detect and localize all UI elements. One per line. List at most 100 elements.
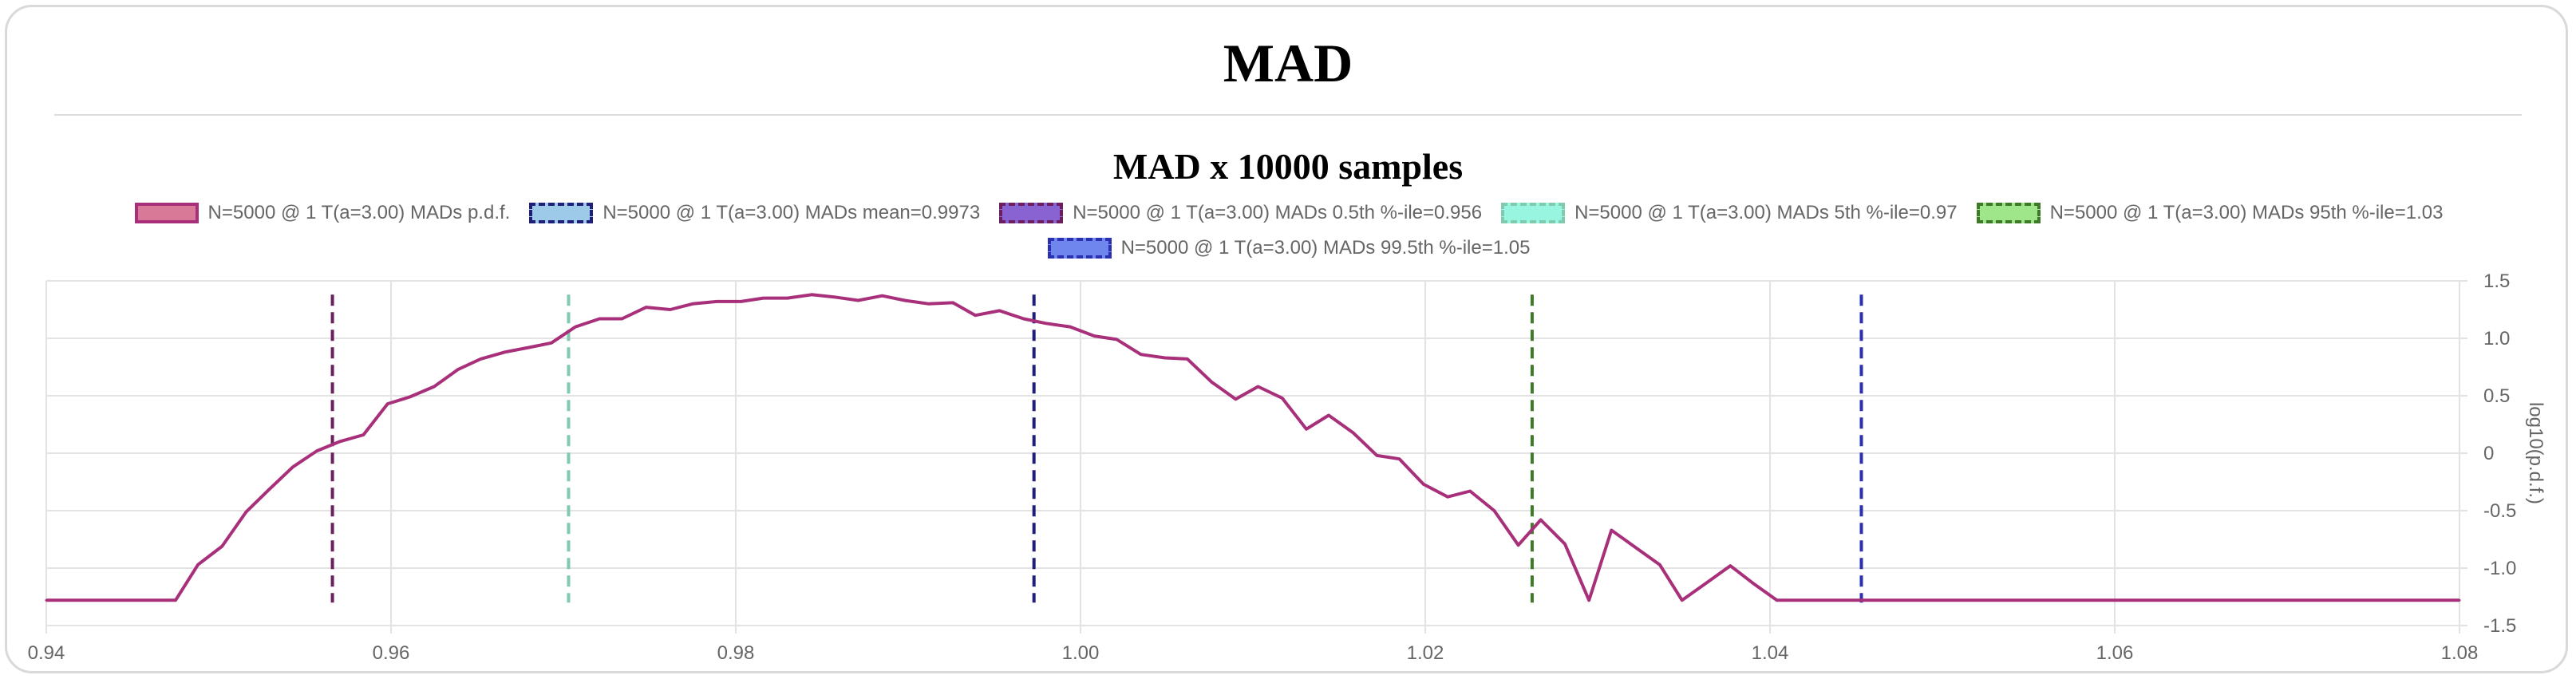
pdf-data-point [1658, 563, 1661, 567]
pdf-data-point [1987, 598, 1990, 602]
pdf-data-point [174, 598, 177, 602]
pdf-data-point [2058, 598, 2061, 602]
pdf-data-point [739, 300, 742, 303]
legend-item[interactable]: N=5000 @ 1 T(a=3.00) MADs mean=0.9973 [529, 201, 980, 225]
legend-item[interactable]: N=5000 @ 1 T(a=3.00) MADs p.d.f. [134, 201, 510, 225]
pdf-data-point [1634, 546, 1638, 549]
x-tick-label: 1.02 [1407, 642, 1444, 664]
pdf-data-point [1281, 397, 1284, 400]
pdf-data-point [2412, 598, 2415, 602]
pdf-data-point [1398, 457, 1401, 460]
pdf-data-point [1776, 598, 1779, 602]
y-tick-label: -0.5 [2483, 500, 2516, 522]
pdf-data-point [810, 293, 813, 296]
pdf-data-point [1256, 385, 1259, 388]
legend-item[interactable]: N=5000 @ 1 T(a=3.00) MADs 5th %-ile=0.97 [1501, 201, 1958, 225]
pdf-data-point [1492, 509, 1495, 512]
pdf-data-point [974, 314, 977, 317]
pdf-data-point [1610, 528, 1613, 531]
pdf-data-point [1963, 598, 1966, 602]
pdf-data-point [881, 294, 884, 298]
pdf-data-point [2012, 598, 2015, 602]
title-divider [54, 114, 2522, 116]
pdf-data-point [2104, 598, 2108, 602]
pdf-data-point [2294, 598, 2297, 602]
pdf-data-point [1351, 431, 1354, 434]
pdf-data-point [1186, 357, 1189, 361]
pdf-data-point [2387, 598, 2390, 602]
legend-swatch [134, 203, 199, 223]
pdf-data-point [1115, 338, 1118, 341]
pdf-data-point [998, 309, 1001, 312]
pdf-data-point [1563, 543, 1567, 546]
pdf-data-point [1069, 326, 1072, 329]
legend-item[interactable]: N=5000 @ 1 T(a=3.00) MADs 0.5th %-ile=0.… [999, 201, 1482, 225]
legend-swatch [999, 203, 1064, 223]
pdf-data-point [362, 433, 365, 436]
pdf-data-point [1893, 598, 1896, 602]
pdf-data-point [315, 449, 318, 452]
pdf-data-point [2175, 598, 2179, 602]
page-title: MAD [1223, 33, 1353, 93]
legend-label: N=5000 @ 1 T(a=3.00) MADs 0.5th %-ile=0.… [1073, 202, 1483, 223]
pdf-data-point [1376, 454, 1379, 457]
chart-title: MAD x 10000 samples [1112, 146, 1464, 187]
y-tick-label: 0.5 [2483, 385, 2510, 407]
pdf-data-point [1517, 543, 1520, 547]
pdf-data-point [1327, 413, 1330, 417]
legend-item[interactable]: N=5000 @ 1 T(a=3.00) MADs 99.5th %-ile=1… [1047, 236, 1531, 260]
pdf-data-point [903, 298, 907, 302]
pdf-data-point [1468, 490, 1472, 493]
x-tick-label: 1.06 [2096, 642, 2134, 664]
pdf-data-point [574, 326, 577, 329]
pdf-data-point [1210, 381, 1213, 384]
pdf-data-point [1729, 564, 1732, 567]
pdf-data-point [527, 346, 531, 349]
pdf-data-point [550, 342, 553, 345]
pdf-series-line [46, 293, 2459, 602]
pdf-data-point [1092, 334, 1096, 338]
y-axis-title: log10(p.d.f.) [2525, 402, 2546, 504]
pdf-data-point [409, 395, 412, 398]
pdf-data-point [245, 510, 248, 513]
pdf-data-point [762, 297, 765, 300]
legend-label: N=5000 @ 1 T(a=3.00) MADs 5th %-ile=0.97 [1574, 202, 1958, 223]
pdf-data-point [598, 318, 601, 321]
pdf-data-point [715, 300, 718, 303]
pdf-data-point [291, 465, 294, 468]
pdf-data-point [1422, 483, 1425, 486]
legend-label: N=5000 @ 1 T(a=3.00) MADs 95th %-ile=1.0… [2049, 202, 2444, 223]
legend-item[interactable]: N=5000 @ 1 T(a=3.00) MADs 95th %-ile=1.0… [1976, 201, 2444, 225]
pdf-data-point [456, 368, 460, 371]
pdf-data-point [1140, 353, 1143, 356]
x-tick-label: 0.94 [28, 642, 65, 664]
pdf-data-point [2317, 598, 2320, 602]
pdf-data-point [951, 301, 954, 304]
legend-swatch [1976, 203, 2041, 223]
pdf-data-point [1539, 519, 1543, 522]
pdf-data-point [1305, 428, 1308, 431]
pdf-data-point [2153, 598, 2156, 602]
pdf-data-point [1917, 598, 1920, 602]
pdf-data-point [786, 297, 789, 300]
pdf-data-point [1164, 356, 1167, 359]
x-tick-label: 1.00 [1062, 642, 1100, 664]
pdf-data-point [1941, 598, 1944, 602]
pdf-data-point [1587, 598, 1590, 602]
pdf-data-point [1446, 495, 1449, 499]
pdf-data-point [620, 318, 623, 321]
legend-label: N=5000 @ 1 T(a=3.00) MADs 99.5th %-ile=1… [1120, 237, 1531, 259]
legend-swatch [1501, 203, 1566, 223]
y-tick-label: 0 [2483, 443, 2494, 464]
x-tick-label: 1.08 [2441, 642, 2479, 664]
pdf-data-point [2365, 598, 2368, 602]
pdf-data-point [267, 488, 271, 492]
pdf-data-point [1751, 582, 1754, 585]
chart-legend: N=5000 @ 1 T(a=3.00) MADs p.d.f. N=5000 @… [48, 201, 2530, 260]
pdf-data-point [1234, 397, 1237, 401]
pdf-data-point [669, 308, 672, 311]
pdf-data-point [479, 357, 482, 361]
pdf-data-point [691, 302, 694, 306]
pdf-data-point [645, 306, 648, 309]
